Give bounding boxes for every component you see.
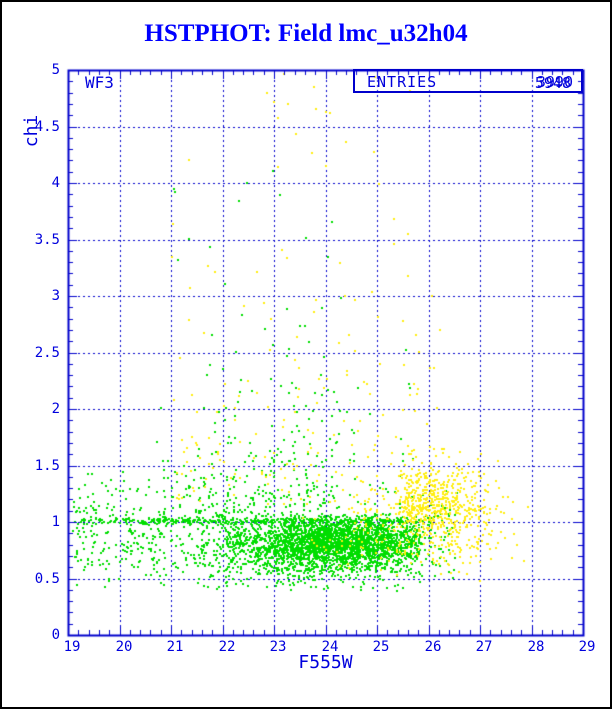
chart-title: HSTPHOT: Field lmc_u32h04	[144, 20, 468, 47]
stats-entries-label: ENTRIES	[367, 73, 438, 91]
y-tick-label: 0.5	[34, 571, 60, 587]
y-tick-label: 2.5	[34, 345, 60, 361]
y-tick-label: 2	[51, 401, 60, 417]
y-tick-label: 4.5	[34, 119, 60, 135]
y-tick-label: 0	[51, 627, 60, 643]
stats-box: ENTRIES 3990 5948	[353, 69, 583, 93]
x-tick-label: 24	[321, 639, 339, 655]
x-tick-label: 20	[115, 639, 133, 655]
x-tick-label: 22	[218, 639, 236, 655]
x-axis-label: F555W	[298, 652, 353, 673]
y-tick-label: 1.5	[34, 458, 60, 474]
y-tick-label: 4	[51, 175, 60, 191]
x-tick-label: 25	[372, 639, 390, 655]
x-tick-label: 29	[578, 639, 596, 655]
x-tick-label: 21	[166, 639, 184, 655]
y-tick-label: 3.5	[34, 232, 60, 248]
x-tick-label: 23	[269, 639, 287, 655]
y-tick-label: 3	[51, 288, 60, 304]
y-tick-label: 1	[51, 514, 60, 530]
x-tick-label: 27	[475, 639, 493, 655]
stats-entries-value: 3990	[536, 73, 573, 91]
x-tick-label: 28	[527, 639, 545, 655]
y-axis-label: chi	[21, 114, 42, 148]
stats-entries-value-overprint: 5948	[534, 74, 571, 92]
detector-label: WF3	[85, 73, 114, 92]
x-tick-label: 26	[424, 639, 442, 655]
x-tick-label: 19	[63, 639, 81, 655]
y-tick-label: 5	[51, 62, 60, 78]
